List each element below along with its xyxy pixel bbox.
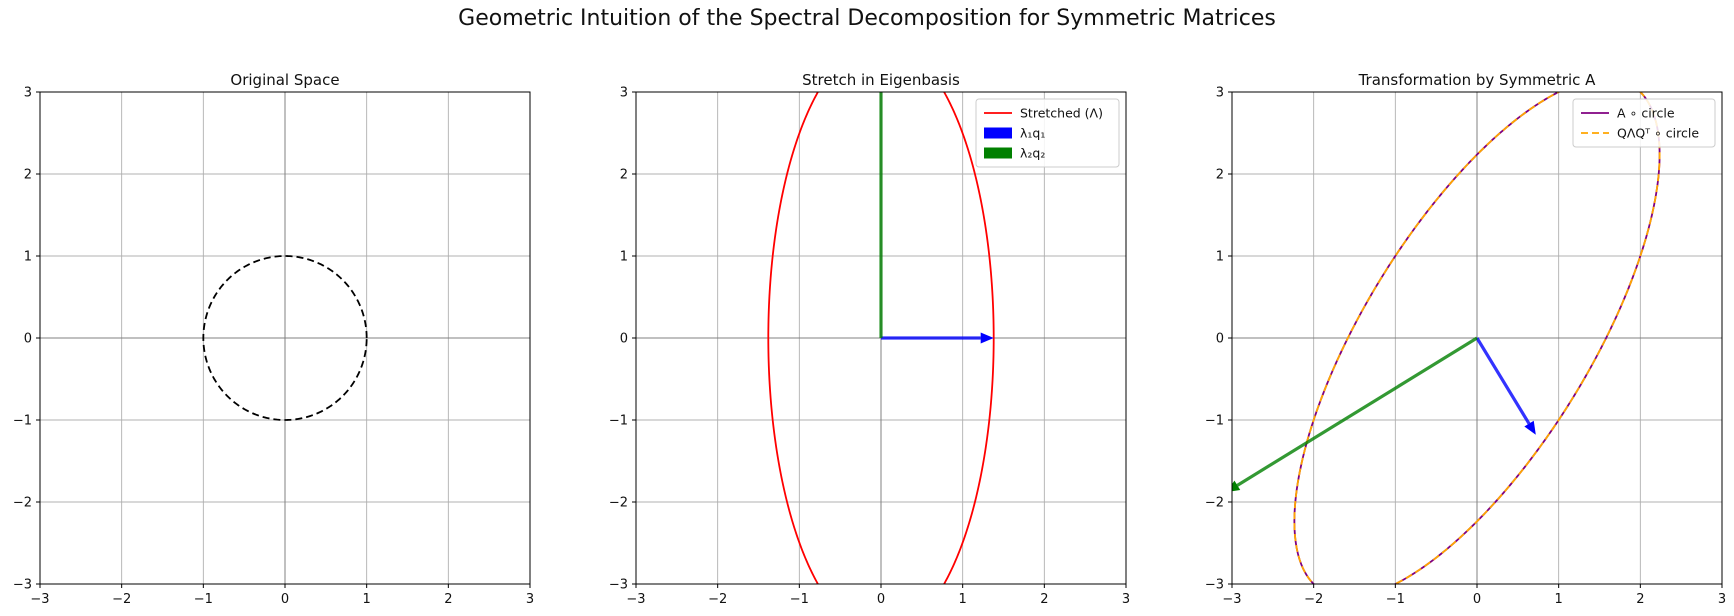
y-tick-label: −3 (609, 578, 628, 593)
legend-swatch-patch (984, 147, 1012, 159)
legend-box (1572, 98, 1716, 148)
x-tick-label: −3 (1222, 592, 1241, 607)
y-tick-label: 2 (1216, 168, 1224, 183)
y-tick-label: 2 (620, 168, 628, 183)
x-tick-label: −1 (194, 592, 213, 607)
legend-label: A ∘ circle (1617, 106, 1675, 121)
vector-head-1 (1232, 480, 1241, 492)
x-tick-label: 3 (526, 592, 534, 607)
legend-swatch-patch (984, 127, 1012, 139)
panel-original-space: −3 −2 −1 0 1 2 3 −3 −2 −1 0 1 2 3 Original Space (13, 71, 534, 607)
y-tick-label: 3 (24, 86, 32, 101)
y-tick-label: 0 (620, 332, 628, 347)
x-tick-label: −2 (1304, 592, 1323, 607)
x-tick-label: −1 (790, 592, 809, 607)
x-tick-label: −2 (112, 592, 131, 607)
vector-head-1 (876, 41, 887, 54)
vector-shaft-0 (1475, 337, 1531, 425)
plot-area (1232, 92, 1661, 584)
legend-label: QΛQᵀ ∘ circle (1617, 126, 1699, 141)
y-tick-label: −1 (13, 414, 32, 429)
series-curve-1 (1293, 92, 1661, 584)
x-tick-label: 0 (1473, 592, 1481, 607)
x-tick-label: −3 (30, 592, 49, 607)
x-tick-label: 1 (1555, 592, 1563, 607)
y-tick-label: 0 (24, 332, 32, 347)
subplot-title: Original Space (230, 71, 339, 89)
panel-stretch-eigenbasis: −3 −2 −1 0 1 2 3 −3 −2 −1 0 1 2 3 Stretch in Eigenbasi… (609, 41, 1130, 607)
y-tick-label: −2 (609, 496, 628, 511)
vector-head-0 (980, 332, 994, 344)
x-tick-label: 0 (877, 592, 885, 607)
subplot-title: Stretch in Eigenbasis (802, 71, 960, 89)
plot-area (767, 41, 995, 584)
x-tick-label: −1 (1386, 592, 1405, 607)
legend: A ∘ circle QΛQᵀ ∘ circle (1572, 98, 1716, 148)
y-tick-label: 1 (1216, 250, 1224, 265)
y-tick-label: −2 (13, 496, 32, 511)
y-tick-label: 3 (1216, 86, 1224, 101)
y-tick-label: 3 (620, 86, 628, 101)
y-tick-label: −1 (609, 414, 628, 429)
x-tick-label: 2 (1636, 592, 1644, 607)
y-tick-label: −1 (1205, 414, 1224, 429)
panel-transformation-symmetric-a: −3 −2 −1 0 1 2 3 −3 −2 −1 0 1 2 3 Transformation by Sy… (1205, 71, 1726, 607)
vector-head-0 (1524, 420, 1536, 435)
x-tick-label: 3 (1122, 592, 1130, 607)
y-tick-label: −3 (13, 578, 32, 593)
series-curve-0 (202, 255, 368, 421)
plot-area (202, 255, 368, 421)
y-tick-label: 2 (24, 168, 32, 183)
x-tick-label: 1 (959, 592, 967, 607)
y-tick-label: 0 (1216, 332, 1224, 347)
x-tick-label: 1 (363, 592, 371, 607)
x-tick-label: −3 (626, 592, 645, 607)
vector-shaft-1 (1236, 336, 1478, 487)
y-tick-label: −2 (1205, 496, 1224, 511)
y-tick-label: 1 (620, 250, 628, 265)
legend: Stretched (Λ) λ₁q₁ λ₂q₂ (975, 98, 1120, 168)
legend-label: λ₂q₂ (1020, 146, 1045, 161)
legend-label: Stretched (Λ) (1020, 106, 1103, 121)
y-tick-label: −3 (1205, 578, 1224, 593)
x-tick-label: 2 (444, 592, 452, 607)
subplot-title: Transformation by Symmetric A (1358, 71, 1597, 89)
y-tick-label: 1 (24, 250, 32, 265)
x-tick-label: 2 (1040, 592, 1048, 607)
x-tick-label: 3 (1718, 592, 1726, 607)
series-curve-0 (767, 92, 995, 584)
legend-label: λ₁q₁ (1020, 126, 1045, 141)
x-tick-label: −2 (708, 592, 727, 607)
figure-title: Geometric Intuition of the Spectral Deco… (458, 6, 1276, 31)
x-tick-label: 0 (281, 592, 289, 607)
